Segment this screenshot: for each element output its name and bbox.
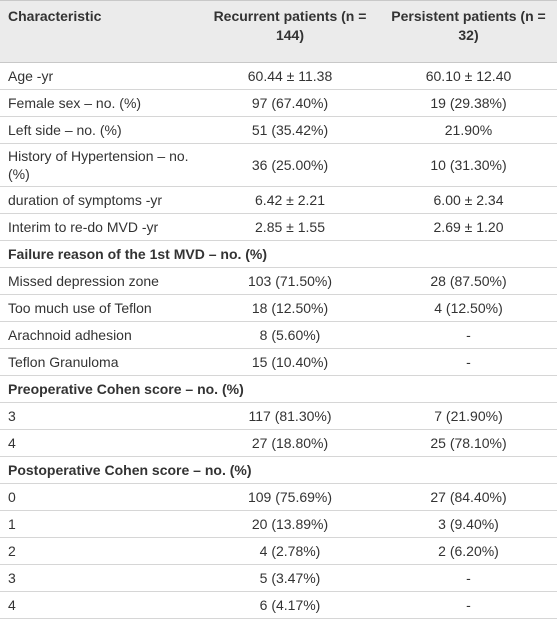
data-row: 3 117 (81.30%) 7 (21.90%) bbox=[0, 402, 557, 430]
header-cell: Persistent patients (n = 32) bbox=[380, 0, 557, 63]
cell-value: 2 (6.20%) bbox=[380, 537, 557, 565]
cell-value: 97 (67.40%) bbox=[200, 89, 380, 117]
data-row: 1 20 (13.89%) 3 (9.40%) bbox=[0, 510, 557, 538]
cell-value: 28 (87.50%) bbox=[380, 267, 557, 295]
cell-value: 109 (75.69%) bbox=[200, 483, 380, 511]
cell-value: 36 (25.00%) bbox=[200, 143, 380, 187]
row-label: 1 bbox=[0, 510, 200, 538]
data-row: Female sex – no. (%) 97 (67.40%) 19 (29.38… bbox=[0, 89, 557, 117]
cell-value: - bbox=[380, 348, 557, 376]
row-label: 3 bbox=[0, 402, 200, 430]
cell-value: 103 (71.50%) bbox=[200, 267, 380, 295]
row-label: 4 bbox=[0, 429, 200, 457]
data-row: Age -yr 60.44 ± 11.38 60.10 ± 12.40 bbox=[0, 62, 557, 90]
row-label: 4 bbox=[0, 591, 200, 619]
cell-value: 15 (10.40%) bbox=[200, 348, 380, 376]
section-row: Failure reason of the 1st MVD – no. (%) bbox=[0, 240, 557, 268]
row-label: Age -yr bbox=[0, 62, 200, 90]
row-label: Too much use of Teflon bbox=[0, 294, 200, 322]
cell-value: 27 (84.40%) bbox=[380, 483, 557, 511]
section-label: Preoperative Cohen score – no. (%) bbox=[0, 375, 557, 403]
cell-value: 25 (78.10%) bbox=[380, 429, 557, 457]
row-label: Interim to re-do MVD -yr bbox=[0, 213, 200, 241]
cell-value: 4 (2.78%) bbox=[200, 537, 380, 565]
cell-value: - bbox=[380, 564, 557, 592]
cell-value: 2.69 ± 1.20 bbox=[380, 213, 557, 241]
data-row: History of Hypertension – no. (%) 36 (25.… bbox=[0, 143, 557, 187]
data-row: Teflon Granuloma 15 (10.40%) - bbox=[0, 348, 557, 376]
cell-value: 19 (29.38%) bbox=[380, 89, 557, 117]
cell-value: 21.90% bbox=[380, 116, 557, 144]
cell-value: 2.85 ± 1.55 bbox=[200, 213, 380, 241]
cell-value: 6.42 ± 2.21 bbox=[200, 186, 380, 214]
cell-value: 117 (81.30%) bbox=[200, 402, 380, 430]
cell-value: - bbox=[380, 321, 557, 349]
data-row: 0 109 (75.69%) 27 (84.40%) bbox=[0, 483, 557, 511]
data-row: Interim to re-do MVD -yr 2.85 ± 1.55 2.69 … bbox=[0, 213, 557, 241]
cell-value: 6.00 ± 2.34 bbox=[380, 186, 557, 214]
section-label: Postoperative Cohen score – no. (%) bbox=[0, 456, 557, 484]
cell-value: - bbox=[380, 591, 557, 619]
row-label: Left side – no. (%) bbox=[0, 116, 200, 144]
row-label: Female sex – no. (%) bbox=[0, 89, 200, 117]
section-row: Preoperative Cohen score – no. (%) bbox=[0, 375, 557, 403]
cell-value: 60.10 ± 12.40 bbox=[380, 62, 557, 90]
data-row: Left side – no. (%) 51 (35.42%) 21.90% bbox=[0, 116, 557, 144]
cell-value: 5 (3.47%) bbox=[200, 564, 380, 592]
header-cell: Recurrent patients (n = 144) bbox=[200, 0, 380, 63]
cell-value: 60.44 ± 11.38 bbox=[200, 62, 380, 90]
cell-value: 51 (35.42%) bbox=[200, 116, 380, 144]
cell-value: 10 (31.30%) bbox=[380, 143, 557, 187]
table-header: Characteristic Recurrent patients (n = 1… bbox=[0, 0, 557, 63]
data-row: Too much use of Teflon 18 (12.50%) 4 (12.5… bbox=[0, 294, 557, 322]
row-label: 2 bbox=[0, 537, 200, 565]
data-row: Missed depression zone 103 (71.50%) 28 (87… bbox=[0, 267, 557, 295]
row-label: Missed depression zone bbox=[0, 267, 200, 295]
cell-value: 18 (12.50%) bbox=[200, 294, 380, 322]
section-row: Postoperative Cohen score – no. (%) bbox=[0, 456, 557, 484]
section-label: Failure reason of the 1st MVD – no. (%) bbox=[0, 240, 557, 268]
row-label: 0 bbox=[0, 483, 200, 511]
header-cell: Characteristic bbox=[0, 0, 200, 63]
cell-value: 8 (5.60%) bbox=[200, 321, 380, 349]
row-label: duration of symptoms -yr bbox=[0, 186, 200, 214]
row-label: History of Hypertension – no. (%) bbox=[0, 143, 200, 187]
data-row: 4 27 (18.80%) 25 (78.10%) bbox=[0, 429, 557, 457]
cell-value: 7 (21.90%) bbox=[380, 402, 557, 430]
cell-value: 6 (4.17%) bbox=[200, 591, 380, 619]
cell-value: 27 (18.80%) bbox=[200, 429, 380, 457]
row-label: Teflon Granuloma bbox=[0, 348, 200, 376]
data-row: duration of symptoms -yr 6.42 ± 2.21 6.00 … bbox=[0, 186, 557, 214]
data-row: Arachnoid adhesion 8 (5.60%) - bbox=[0, 321, 557, 349]
row-label: 3 bbox=[0, 564, 200, 592]
cell-value: 20 (13.89%) bbox=[200, 510, 380, 538]
data-table: Characteristic Recurrent patients (n = 1… bbox=[0, 0, 557, 619]
cell-value: 3 (9.40%) bbox=[380, 510, 557, 538]
cell-value: 4 (12.50%) bbox=[380, 294, 557, 322]
row-label: Arachnoid adhesion bbox=[0, 321, 200, 349]
table-body: Age -yr 60.44 ± 11.38 60.10 ± 12.40 Female … bbox=[0, 62, 557, 619]
header-row: Characteristic Recurrent patients (n = 1… bbox=[0, 0, 557, 63]
